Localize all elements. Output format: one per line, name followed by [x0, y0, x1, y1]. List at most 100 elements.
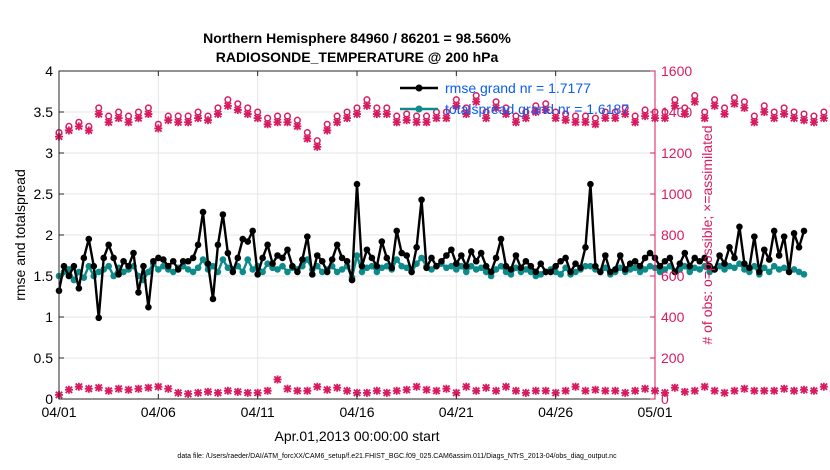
series-totalspread-point: [413, 260, 420, 268]
obs-low-point: [223, 386, 232, 395]
series-rmse-point: [477, 249, 485, 257]
obs-assimilated-point: [680, 110, 689, 119]
obs-possible-point: [750, 112, 758, 120]
series-rmse-point: [174, 266, 182, 273]
series-rmse-point: [467, 248, 475, 255]
series-rmse-point: [160, 256, 167, 263]
obs-assimilated-point: [382, 110, 391, 119]
obs-possible-point: [313, 137, 321, 145]
obs-assimilated-point: [223, 101, 232, 110]
obs-possible-point: [323, 120, 331, 128]
series-rmse-point: [443, 252, 450, 259]
obs-low-point: [760, 386, 769, 395]
series-rmse-point: [179, 257, 187, 265]
series-rmse-point: [562, 254, 569, 262]
obs-possible-point: [283, 112, 292, 120]
series-rmse-point: [602, 252, 609, 259]
obs-assimilated-point: [333, 118, 342, 127]
series-rmse-point: [105, 241, 112, 249]
y-right-tick-label: 600: [661, 268, 685, 284]
obs-possible-point: [810, 112, 818, 120]
series-rmse-point: [155, 254, 162, 262]
obs-low-point: [800, 385, 808, 394]
series-totalspread-point: [552, 268, 559, 276]
series-totalspread-point: [105, 262, 112, 270]
series-rmse-point: [626, 260, 634, 268]
series-rmse-point: [75, 285, 83, 292]
series-rmse-point: [100, 254, 107, 262]
obs-assimilated-point: [432, 114, 441, 123]
series-totalspread-point: [602, 264, 609, 272]
obs-low-point: [601, 386, 610, 395]
series-rmse-point: [80, 254, 88, 262]
series-rmse-point: [567, 268, 574, 276]
series-rmse-point: [527, 262, 535, 270]
obs-low-point: [154, 382, 163, 391]
obs-low-point: [64, 385, 73, 394]
series-rmse-point: [289, 262, 296, 270]
series-rmse-point: [60, 262, 68, 270]
x-tick-label: 04/06: [141, 404, 176, 420]
obs-low-point: [104, 386, 113, 395]
obs-low-point: [720, 388, 729, 397]
series-rmse-point: [274, 252, 281, 259]
series-totalspread-point: [780, 264, 788, 272]
series-totalspread-point: [145, 268, 152, 276]
series-totalspread-point: [259, 268, 266, 276]
series-rmse-point: [502, 262, 510, 270]
series-rmse-point: [348, 276, 356, 284]
obs-assimilated-point: [174, 118, 183, 127]
obs-low-point: [492, 386, 501, 395]
series-rmse-point: [85, 235, 93, 243]
obs-low-point: [243, 388, 252, 397]
series-totalspread-point: [537, 271, 545, 278]
series-rmse-point: [323, 268, 331, 276]
series-rmse-point: [597, 268, 604, 276]
obs-low-point: [452, 388, 461, 397]
series-obs-assimilated: [55, 97, 830, 151]
series-totalspread-point: [696, 266, 703, 273]
series-rmse-point: [438, 257, 445, 265]
series-rmse: [55, 180, 808, 322]
obs-assimilated-point: [283, 118, 292, 127]
obs-assimilated-point: [591, 120, 600, 129]
series-totalspread-point: [160, 262, 167, 270]
obs-assimilated-point: [392, 118, 401, 127]
series-rmse-point: [661, 257, 669, 265]
obs-assimilated-point: [790, 114, 799, 123]
series-rmse-point: [666, 254, 674, 262]
obs-low-point: [551, 388, 560, 397]
y-right-tick-label: 800: [661, 227, 685, 243]
obs-assimilated-point: [184, 118, 193, 127]
obs-low-point: [323, 385, 332, 394]
series-rmse-point: [368, 254, 376, 262]
obs-possible-point: [174, 112, 182, 120]
obs-assimilated-point: [631, 118, 640, 127]
series-rmse-point: [592, 262, 599, 270]
y-right-tick-label: 1400: [661, 104, 692, 120]
series-rmse-point: [681, 249, 689, 257]
series-totalspread-point: [686, 268, 694, 276]
series-rmse-point: [537, 260, 545, 268]
series-totalspread-point: [721, 266, 728, 273]
obs-low-point: [194, 388, 203, 397]
obs-low-point: [74, 382, 83, 391]
obs-assimilated-point: [452, 101, 461, 110]
obs-possible-point: [333, 112, 341, 120]
series-rmse-point: [353, 180, 361, 188]
series-rmse-point: [448, 246, 455, 254]
series-totalspread-point: [741, 266, 748, 273]
series-rmse-point: [607, 268, 614, 276]
series-rmse-point: [269, 260, 276, 268]
series-rmse-point: [338, 254, 346, 262]
series-totalspread-point: [209, 262, 217, 270]
series-totalspread-point: [398, 262, 406, 270]
series-rmse-point: [453, 260, 460, 268]
obs-low-point: [571, 382, 580, 391]
legend-rmse-label: rmse grand nr = 1.7177: [445, 80, 591, 96]
obs-low-point: [541, 386, 550, 395]
obs-possible-point: [820, 108, 828, 116]
series-totalspread-point: [800, 271, 808, 278]
series-totalspread-point: [393, 256, 401, 263]
series-rmse-point: [125, 262, 132, 270]
